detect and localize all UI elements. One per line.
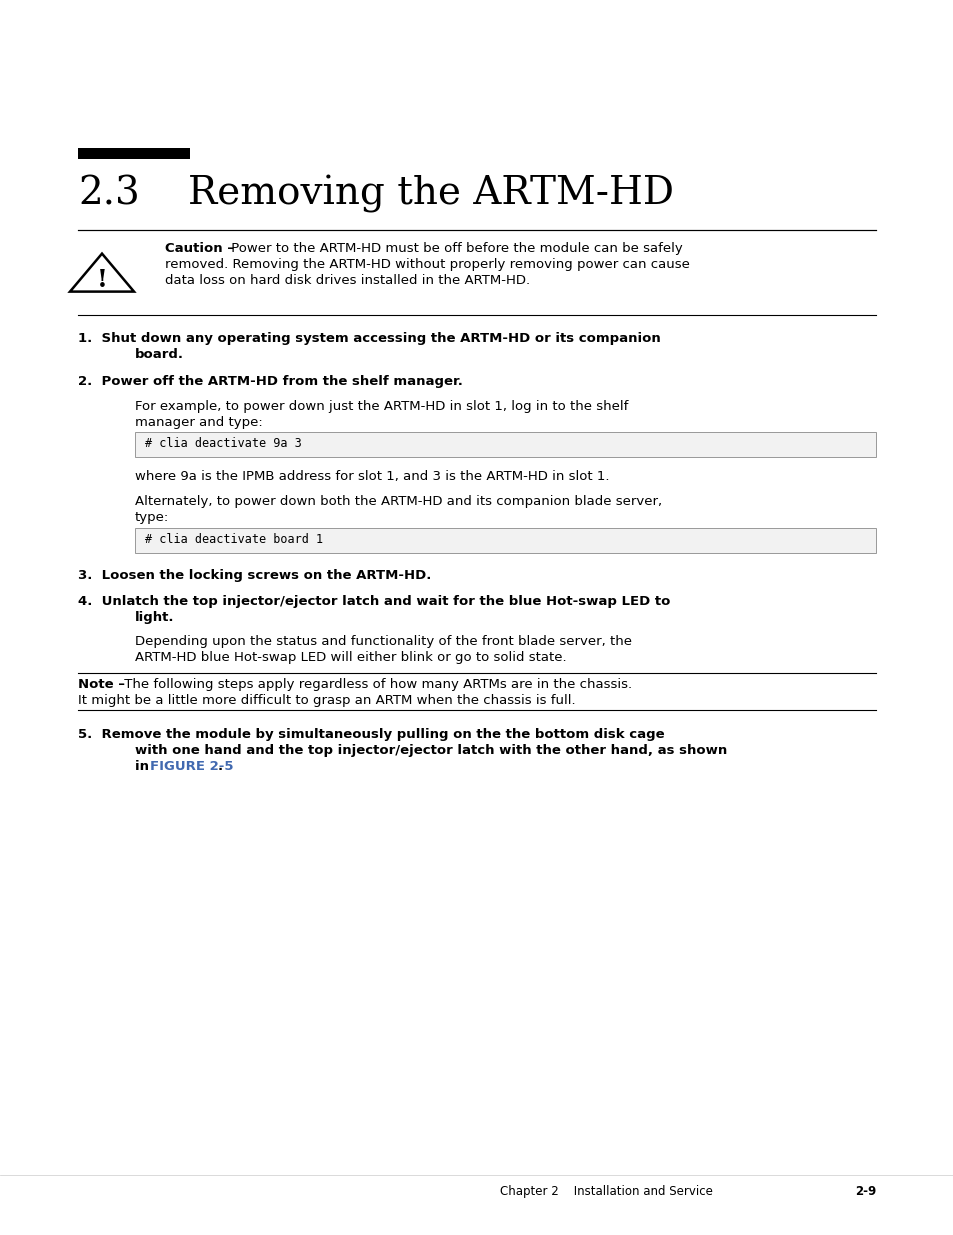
Text: !: ! [96, 268, 108, 291]
Text: board.: board. [135, 348, 184, 361]
Text: 2.3: 2.3 [78, 175, 139, 212]
Text: # clia deactivate board 1: # clia deactivate board 1 [145, 534, 323, 546]
Text: Note –: Note – [78, 678, 125, 692]
Text: Caution –: Caution – [165, 242, 233, 254]
Text: # clia deactivate 9a 3: # clia deactivate 9a 3 [145, 437, 301, 450]
Text: light.: light. [135, 611, 174, 624]
Bar [135, 529, 875, 553]
Text: 4.  Unlatch the top injector/ejector latch and wait for the blue Hot-swap LED to: 4. Unlatch the top injector/ejector latc… [78, 595, 670, 608]
Text: Power to the ARTM-HD must be off before the module can be safely: Power to the ARTM-HD must be off before … [227, 242, 682, 254]
Text: removed. Removing the ARTM-HD without properly removing power can cause: removed. Removing the ARTM-HD without pr… [165, 258, 689, 270]
Text: with one hand and the top injector/ejector latch with the other hand, as shown: with one hand and the top injector/eject… [135, 743, 726, 757]
Bar [78, 148, 190, 159]
Text: type:: type: [135, 511, 169, 524]
Text: 2-9: 2-9 [854, 1186, 875, 1198]
Text: in: in [135, 760, 153, 773]
Text: Removing the ARTM-HD: Removing the ARTM-HD [188, 175, 673, 212]
Text: 5.  Remove the module by simultaneously pulling on the the bottom disk cage: 5. Remove the module by simultaneously p… [78, 727, 664, 741]
Text: Depending upon the status and functionality of the front blade server, the: Depending upon the status and functional… [135, 635, 631, 648]
Text: Alternately, to power down both the ARTM-HD and its companion blade server,: Alternately, to power down both the ARTM… [135, 495, 661, 508]
Text: It might be a little more difficult to grasp an ARTM when the chassis is full.: It might be a little more difficult to g… [78, 694, 575, 706]
Text: Chapter 2    Installation and Service: Chapter 2 Installation and Service [499, 1186, 712, 1198]
Text: 3.  Loosen the locking screws on the ARTM-HD.: 3. Loosen the locking screws on the ARTM… [78, 569, 431, 582]
Text: 1.  Shut down any operating system accessing the ARTM-HD or its companion: 1. Shut down any operating system access… [78, 332, 660, 345]
Text: manager and type:: manager and type: [135, 416, 262, 429]
Bar [135, 432, 875, 457]
Text: 2.  Power off the ARTM-HD from the shelf manager.: 2. Power off the ARTM-HD from the shelf … [78, 375, 462, 388]
Text: The following steps apply regardless of how many ARTMs are in the chassis.: The following steps apply regardless of … [120, 678, 632, 692]
Text: ARTM-HD blue Hot-swap LED will either blink or go to solid state.: ARTM-HD blue Hot-swap LED will either bl… [135, 651, 566, 664]
Text: where 9a is the IPMB address for slot 1, and 3 is the ARTM-HD in slot 1.: where 9a is the IPMB address for slot 1,… [135, 471, 609, 483]
Text: .: . [218, 760, 223, 773]
Text: For example, to power down just the ARTM-HD in slot 1, log in to the shelf: For example, to power down just the ARTM… [135, 400, 628, 412]
Text: data loss on hard disk drives installed in the ARTM-HD.: data loss on hard disk drives installed … [165, 274, 530, 287]
Text: FIGURE 2-5: FIGURE 2-5 [150, 760, 233, 773]
